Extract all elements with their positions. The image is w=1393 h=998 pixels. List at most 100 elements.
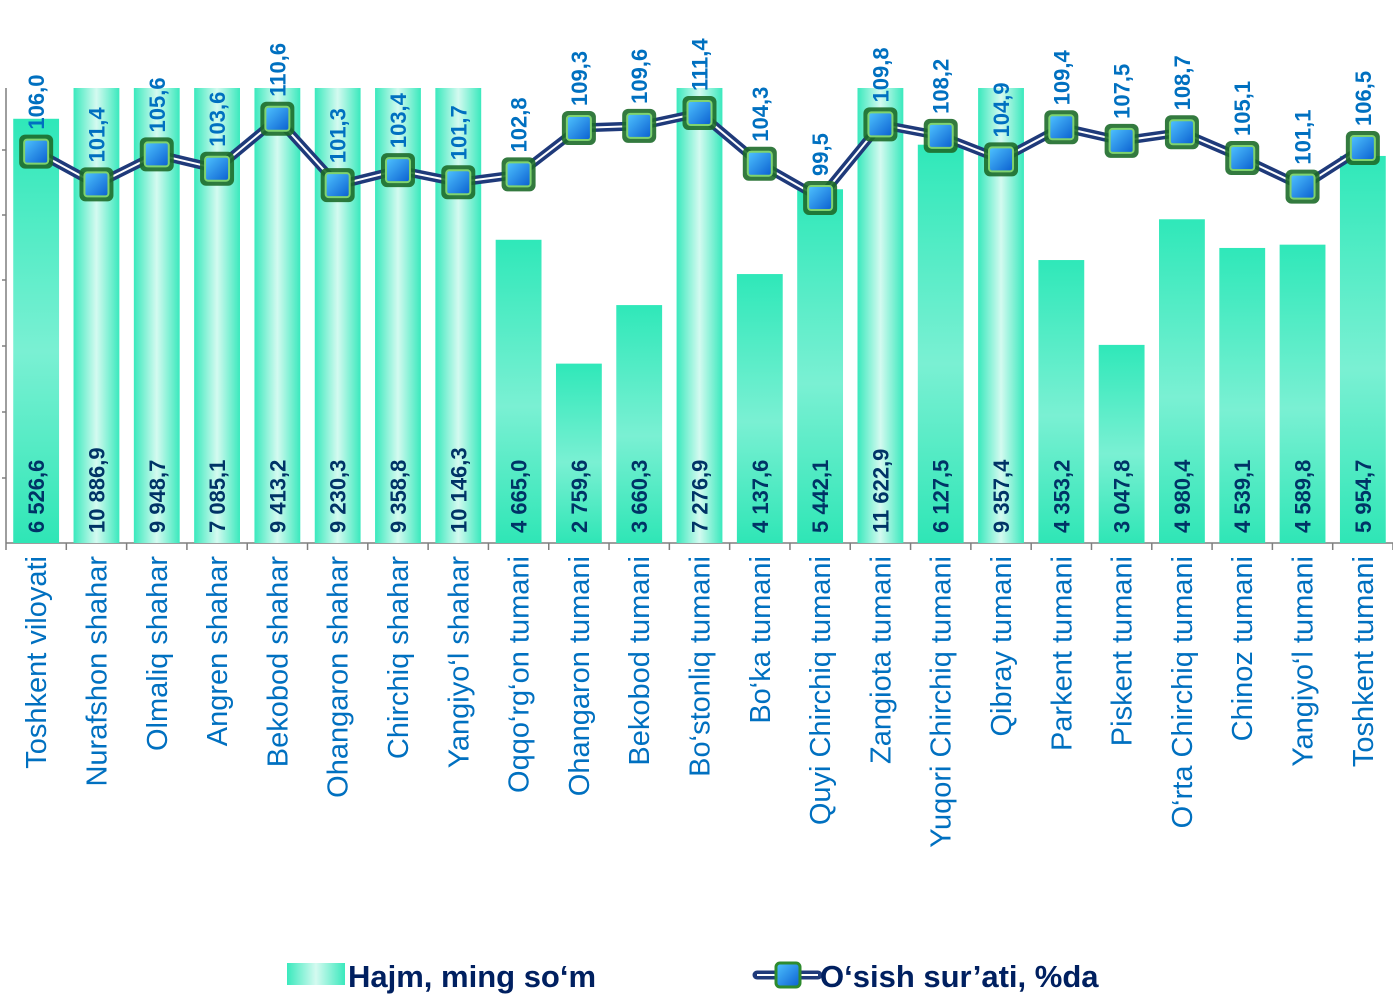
bar [13,118,60,543]
bar-value-label: 5 954,7 [1351,460,1376,533]
bar-value-label: 4 137,6 [748,460,773,533]
category-label: Bo‘ka tumani [745,556,777,724]
line-marker [1108,127,1135,154]
growth-value-label: 101,7 [446,105,471,160]
category-label: Bekobod tumani [624,556,656,766]
category-label: Ohangaron tumani [564,556,596,796]
category-label: Oqqo‘rg‘on tumani [504,556,536,793]
category-label: Toshkent viloyati [21,556,53,769]
growth-value-label: 109,3 [567,51,592,106]
bar [797,189,844,544]
line-marker [384,157,411,184]
category-label: Parkent tumani [1046,556,1078,751]
growth-value-label: 110,6 [265,43,290,97]
bar-value-label: 4 589,8 [1291,460,1316,533]
line-marker [324,172,351,199]
bar [495,239,542,543]
bar-value-label: 4 353,2 [1049,460,1074,533]
bar-value-label: 7 085,1 [205,460,230,533]
bar-value-label: 4 665,0 [507,460,532,533]
line-marker [1229,145,1256,171]
bar [1339,155,1386,543]
bar [736,274,783,543]
category-label: O‘rta Chirchiq tumani [1167,556,1199,828]
bar [435,88,482,543]
bar-series [13,88,1386,544]
line-marker [1048,114,1075,141]
bar [555,363,602,543]
line-marker [1289,173,1316,200]
bar-value-label: 6 127,5 [929,460,954,533]
growth-value-label: 108,7 [1170,55,1195,110]
category-label: Yangiyo‘l tumani [1288,556,1320,767]
legend: Hajm, ming so‘m O‘sish sur’ati, %da [287,959,1099,994]
bar-value-label: 11 622,9 [868,449,893,533]
growth-value-label: 107,5 [1110,64,1135,119]
bar-value-label: 9 413,2 [265,460,290,533]
category-label: Chirchiq shahar [383,556,415,759]
line-marker [565,115,592,141]
line-marker [505,161,532,188]
category-label: Bekobod shahar [262,556,294,768]
line-marker [23,138,50,165]
bar [73,88,120,543]
growth-value-label: 104,9 [989,82,1014,137]
growth-value-label: 106,0 [24,75,49,130]
bar-value-label: 10 886,9 [84,447,109,533]
bar-value-label: 6 526,6 [24,460,49,533]
bar-value-label: 9 357,4 [989,459,1014,533]
data-labels: 6 526,6 10 886,9 9 948,7 7 085,1 9 413,2 9 23… [24,38,1376,533]
category-label: Yuqori Chirchiq tumani [926,556,958,848]
legend-bar-label: Hajm, ming so‘m [348,959,596,994]
bar-value-label: 4 539,1 [1230,460,1255,533]
line-marker [1349,135,1376,161]
bar [254,88,301,543]
growth-value-label: 109,8 [868,47,893,102]
growth-value-label: 109,6 [627,49,652,104]
bar-value-label: 3 660,3 [627,460,652,533]
line-marker [867,111,894,138]
bar-value-label: 7 276,9 [688,460,713,533]
growth-value-label: 106,5 [1351,71,1376,126]
bar [857,88,904,543]
line-marker [204,155,231,182]
line-marker [746,150,773,177]
bar [1279,244,1326,543]
growth-value-label: 108,2 [929,59,954,114]
bar-value-label: 9 230,3 [326,460,351,533]
growth-value-label: 101,3 [326,108,351,163]
category-label: Ohangaron shahar [323,556,355,798]
category-label: Zangiota tumani [865,556,897,764]
bar [1038,260,1085,543]
line-marker [143,141,170,168]
line-marker [626,112,653,139]
category-label: Chinoz tumani [1227,556,1259,741]
bar [1159,219,1205,544]
category-label: Olmaliq shahar [142,556,174,751]
legend-line-label: O‘sish sur’ati, %da [820,959,1099,994]
line-marker [83,171,110,198]
growth-value-label: 99,5 [808,133,833,176]
growth-value-label: 103,4 [386,92,411,148]
bar [616,305,663,543]
category-label: Piskent tumani [1107,556,1139,746]
line-series [19,96,1380,215]
bar [1219,247,1266,543]
growth-value-label: 102,8 [507,97,532,152]
growth-value-label: 103,6 [205,92,230,147]
line-marker [686,100,713,126]
line-marker [264,105,291,132]
line-marker [445,169,472,196]
category-label: Angren shahar [202,556,234,747]
line-marker [927,122,954,149]
legend-line-swatch [752,961,823,989]
bar-value-label: 10 146,3 [446,447,471,533]
bar [676,88,723,543]
category-label: Qibray tumani [986,556,1018,737]
bar-value-label: 4 980,4 [1170,459,1195,533]
growth-value-label: 109,4 [1049,49,1074,105]
bar [917,144,964,543]
bar-value-label: 2 759,6 [567,460,592,533]
category-label: Yangiyo‘l shahar [443,556,475,769]
